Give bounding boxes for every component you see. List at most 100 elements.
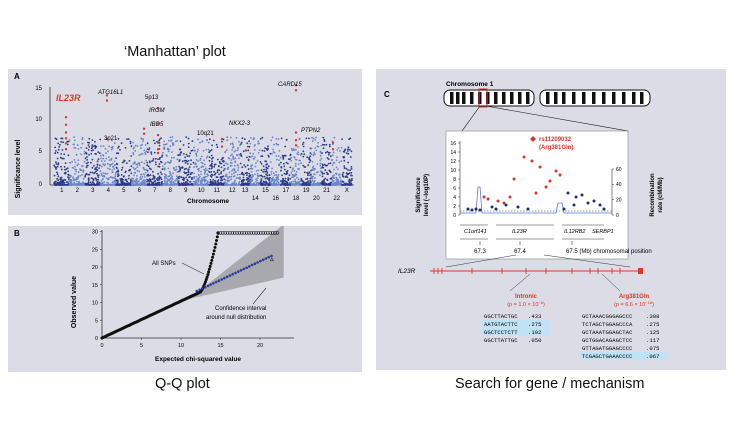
snp-dot — [323, 181, 326, 184]
snp-dot — [170, 180, 173, 182]
snp-dot — [326, 150, 329, 153]
snp-dot — [57, 163, 60, 166]
haplotype-frequency: .433 — [528, 313, 541, 320]
qq-point-top — [221, 231, 225, 235]
snp-dot — [184, 156, 187, 159]
snp-dot — [345, 168, 348, 170]
snp-dot — [163, 148, 166, 150]
snp-dot — [209, 175, 212, 177]
snp-dot — [220, 175, 223, 178]
qq-ytick-label: 5 — [95, 318, 98, 324]
snp-dot — [319, 164, 322, 167]
assoc-ylabel-right-1: Recombination — [650, 173, 656, 217]
snp-dot — [141, 138, 143, 140]
assoc-xtick-67-3: 67.3 — [474, 249, 486, 255]
snp-dot — [280, 137, 283, 140]
snp-dot — [132, 153, 135, 156]
snp-dot — [160, 182, 163, 185]
snp-dot — [208, 156, 211, 158]
snp-dot — [188, 155, 191, 157]
snp-dot — [335, 178, 338, 181]
snp-dot — [351, 174, 353, 177]
snp-dot — [336, 156, 338, 158]
snp-dot — [82, 181, 84, 183]
snp-dot — [119, 179, 122, 182]
snp-dot — [231, 149, 234, 151]
snp-dot — [288, 158, 290, 161]
snp-dot — [255, 162, 257, 165]
snp-dot — [200, 155, 203, 158]
snp-dot — [178, 182, 181, 185]
assoc-dot-red — [522, 155, 526, 159]
snp-dot — [165, 154, 168, 156]
snp-dot — [289, 177, 291, 180]
snp-dot — [313, 151, 316, 154]
snp-dot — [302, 180, 305, 183]
snp-dot — [103, 181, 106, 183]
snp-dot — [201, 177, 203, 180]
snp-dot — [67, 170, 69, 173]
snp-dot — [82, 169, 85, 172]
snp-dot — [191, 171, 193, 174]
snp-dot — [294, 162, 297, 165]
snp-dot — [183, 171, 186, 173]
qq-point-top — [247, 231, 251, 235]
snp-dot — [307, 183, 310, 186]
snp-dot — [206, 180, 209, 183]
hit-dot — [331, 148, 335, 151]
snp-dot — [297, 153, 299, 156]
snp-dot — [220, 177, 223, 180]
snp-dot — [146, 169, 149, 172]
snp-dot — [112, 166, 114, 168]
assoc-dot-red — [544, 185, 548, 189]
snp-dot — [124, 183, 127, 186]
snp-dot — [133, 171, 136, 174]
snp-dot — [181, 182, 183, 185]
snp-dot — [187, 160, 190, 162]
snp-dot — [267, 183, 270, 186]
snp-dot — [187, 142, 190, 145]
snp-dot — [113, 160, 116, 163]
ideogram-band — [456, 92, 460, 104]
snp-dot — [74, 139, 76, 142]
snp-dot — [89, 181, 92, 184]
snp-dot — [219, 182, 222, 184]
snp-dot — [133, 162, 136, 164]
snp-dot — [289, 153, 292, 156]
snp-dot — [249, 167, 252, 170]
snp-dot — [98, 182, 101, 185]
snp-dot — [191, 140, 194, 142]
snp-dot — [226, 163, 229, 166]
snp-dot — [155, 163, 157, 166]
snp-dot — [204, 170, 207, 173]
snp-dot — [66, 181, 69, 183]
snp-dot — [184, 162, 187, 164]
snp-dot — [105, 152, 107, 154]
snp-dot — [132, 152, 135, 154]
snp-dot — [91, 139, 94, 141]
snp-dot — [225, 149, 228, 152]
snp-dot — [180, 151, 182, 154]
snp-dot — [201, 165, 204, 168]
qq-point-top — [216, 231, 220, 235]
snp-dot — [267, 165, 270, 168]
snp-dot — [95, 179, 98, 181]
snp-dot — [193, 184, 196, 186]
snp-dot — [308, 137, 310, 140]
gene-label-3p21: 3p21 — [104, 136, 118, 142]
snp-dot — [322, 136, 325, 139]
assoc-dot-blue — [470, 208, 474, 212]
snp-dot — [94, 177, 97, 180]
snp-dot — [128, 183, 130, 186]
snp-dot — [148, 167, 151, 170]
snp-dot — [113, 167, 116, 170]
snp-dot — [138, 162, 141, 164]
hit-dot — [294, 139, 298, 142]
snp-dot — [273, 151, 276, 154]
snp-dot — [342, 171, 345, 174]
snp-dot — [54, 183, 57, 186]
snp-dot — [343, 167, 346, 169]
snp-dot — [343, 159, 346, 162]
snp-dot — [181, 160, 184, 163]
snp-dot — [129, 168, 131, 171]
